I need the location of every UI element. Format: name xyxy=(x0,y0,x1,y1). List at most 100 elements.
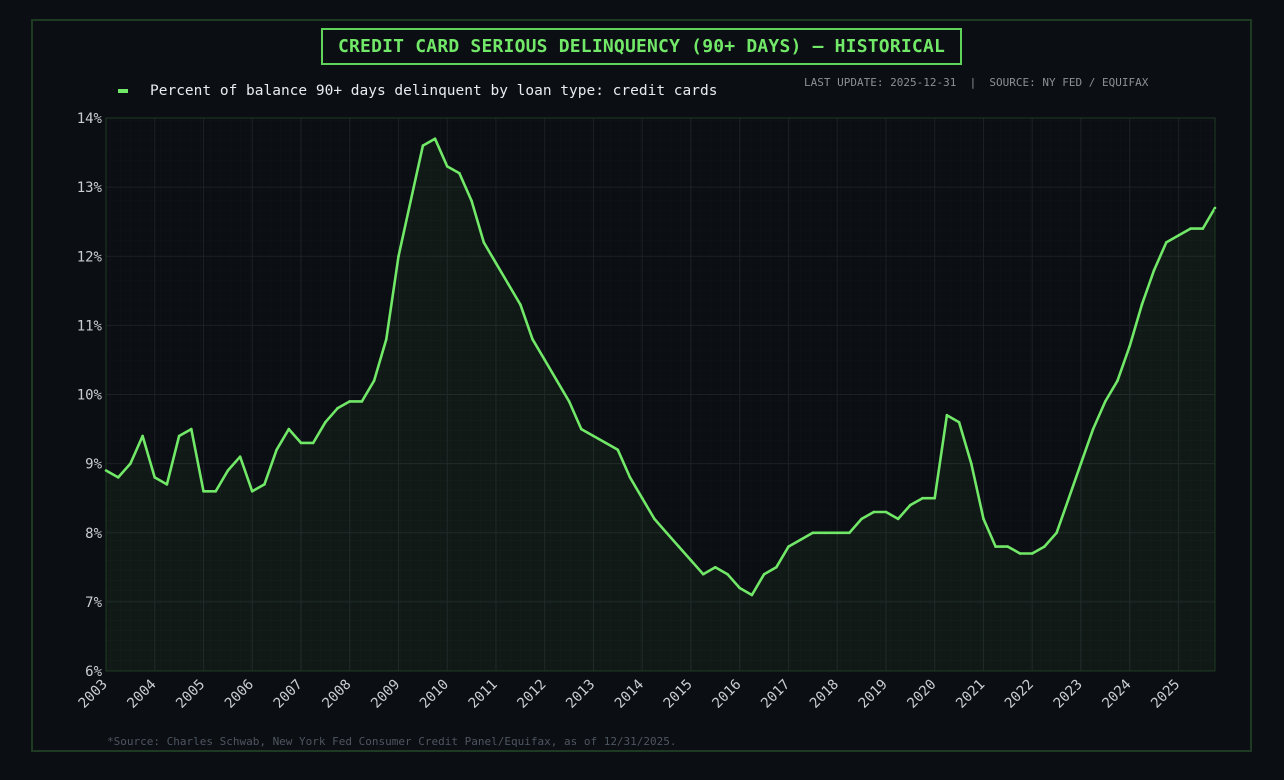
data-point xyxy=(372,379,376,383)
data-point xyxy=(580,427,583,431)
y-tick-label: 8% xyxy=(85,526,102,542)
x-tick-label: 2023 xyxy=(1051,677,1086,712)
data-point xyxy=(116,476,120,479)
y-axis-ticks: 6% 7% 8% 9% 10% 11% 12% 13% 14% xyxy=(77,111,103,680)
x-tick-label: 2020 xyxy=(904,677,939,712)
update-source-info: LAST UPDATE: 2025-12-31 | SOURCE: NY FED… xyxy=(804,76,1148,89)
y-tick-label: 7% xyxy=(85,595,102,611)
data-point xyxy=(299,441,303,445)
data-point xyxy=(1104,400,1107,403)
data-point xyxy=(482,241,486,244)
data-point xyxy=(190,427,193,431)
legend-swatch xyxy=(118,89,128,93)
data-point xyxy=(628,476,632,479)
x-tick-label: 2003 xyxy=(76,677,111,712)
data-point xyxy=(409,199,413,203)
data-point xyxy=(445,165,449,168)
data-point xyxy=(360,400,364,403)
x-tick-label: 2019 xyxy=(856,677,891,712)
data-point xyxy=(701,572,705,576)
data-point xyxy=(994,545,997,548)
data-point xyxy=(775,566,778,569)
data-point xyxy=(397,254,400,258)
x-tick-label: 2006 xyxy=(222,677,257,712)
data-point xyxy=(129,462,132,465)
y-tick-label: 11% xyxy=(77,318,103,334)
data-point xyxy=(385,337,388,341)
data-point xyxy=(202,490,205,493)
data-point xyxy=(250,490,254,493)
x-tick-label: 2018 xyxy=(807,677,842,712)
data-point xyxy=(1006,545,1010,548)
data-point xyxy=(738,586,741,590)
x-tick-label: 2004 xyxy=(124,677,159,712)
y-tick-label: 9% xyxy=(85,457,102,473)
data-point xyxy=(592,434,595,438)
data-point xyxy=(909,503,912,507)
data-point xyxy=(884,510,888,514)
x-tick-label: 2015 xyxy=(661,677,696,712)
data-point xyxy=(1043,545,1046,548)
y-tick-label: 6% xyxy=(85,664,102,680)
data-point xyxy=(238,455,242,459)
data-point xyxy=(494,261,498,265)
x-axis-ticks: 2003 2004 2005 2006 2007 2008 2009 2010 2011 2012… xyxy=(76,677,1184,712)
data-point xyxy=(762,572,766,576)
data-point xyxy=(1189,227,1192,230)
x-tick-label: 2010 xyxy=(417,677,452,712)
data-points xyxy=(104,137,1217,597)
data-point xyxy=(945,413,949,417)
data-point xyxy=(933,496,936,500)
data-point xyxy=(214,490,217,493)
data-point xyxy=(226,469,230,472)
data-point xyxy=(1116,379,1119,383)
series-line xyxy=(105,137,1217,597)
data-point xyxy=(1079,462,1083,465)
data-point xyxy=(689,559,693,562)
data-point xyxy=(640,496,644,500)
y-tick-label: 13% xyxy=(77,180,103,196)
x-tick-label: 2009 xyxy=(368,677,403,712)
data-point xyxy=(665,531,668,535)
data-point xyxy=(1177,234,1180,237)
data-point xyxy=(153,476,156,479)
data-point xyxy=(811,531,815,535)
plot-border xyxy=(105,117,1216,672)
data-point xyxy=(1055,531,1058,535)
chart-title: CREDIT CARD SERIOUS DELINQUENCY (90+ DAY… xyxy=(321,28,962,65)
data-point xyxy=(970,462,973,465)
data-point xyxy=(604,441,607,445)
data-point xyxy=(141,434,144,438)
data-point xyxy=(519,303,522,306)
data-point xyxy=(1091,427,1095,431)
data-point xyxy=(1067,496,1071,500)
data-point xyxy=(458,172,461,175)
data-point xyxy=(165,483,169,486)
data-point xyxy=(555,379,559,383)
x-tick-label: 2024 xyxy=(1099,677,1134,712)
data-point xyxy=(726,572,729,576)
data-point xyxy=(714,566,717,569)
data-point xyxy=(263,483,266,486)
x-tick-label: 2008 xyxy=(319,677,354,712)
data-point xyxy=(677,545,681,548)
data-point xyxy=(1030,552,1034,555)
data-point xyxy=(872,510,876,514)
x-tick-label: 2011 xyxy=(466,677,501,712)
data-point xyxy=(348,400,352,403)
data-point xyxy=(616,448,620,452)
x-tick-label: 2021 xyxy=(953,677,988,712)
data-point xyxy=(1018,552,1022,555)
update-source-text: LAST UPDATE: 2025-12-31 | SOURCE: NY FED… xyxy=(804,76,1149,89)
data-point xyxy=(848,531,851,535)
data-point xyxy=(531,337,534,341)
x-tick-label: 2016 xyxy=(709,677,744,712)
data-point xyxy=(543,358,546,362)
y-tick-label: 12% xyxy=(77,249,103,265)
data-point xyxy=(421,144,425,147)
x-tick-label: 2017 xyxy=(758,677,793,712)
data-point xyxy=(506,282,510,286)
data-point xyxy=(860,517,863,521)
data-point xyxy=(653,517,656,521)
data-point xyxy=(1165,241,1168,244)
